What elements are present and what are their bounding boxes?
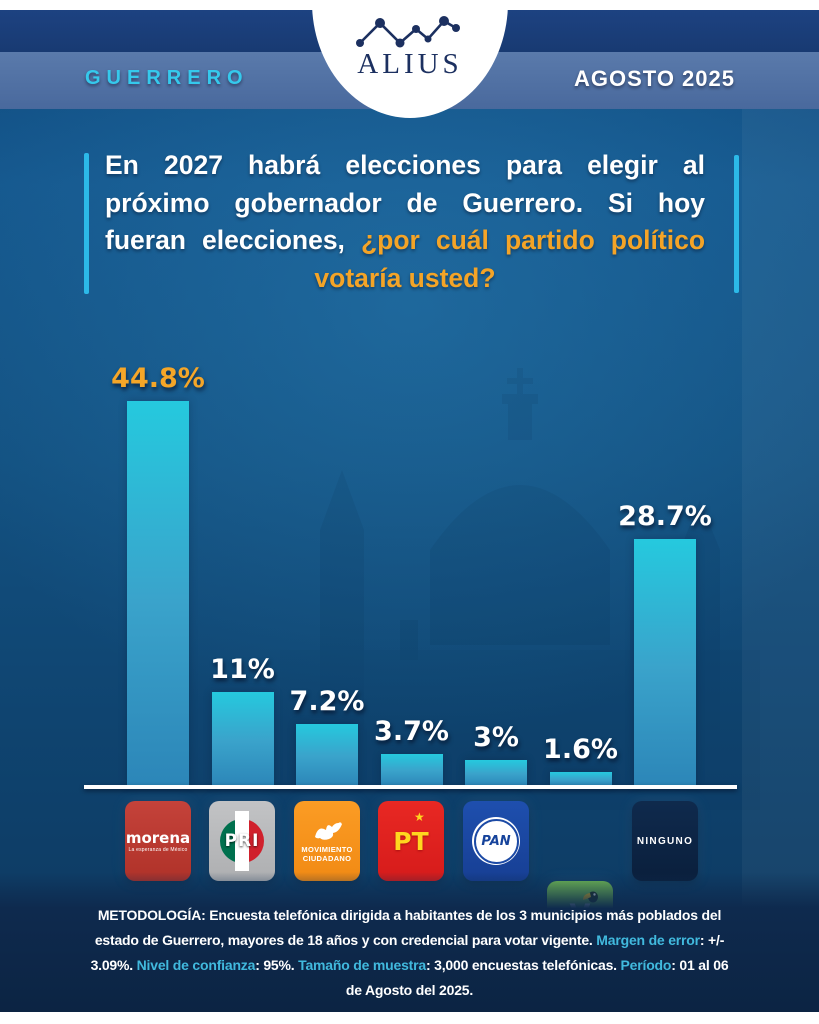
pan-logo-text: PAN: [481, 833, 511, 849]
brand-name: ALIUS: [357, 48, 463, 80]
pri-emblem-icon: PRI: [214, 811, 270, 871]
party-tile-morena: morena La esperanza de México: [125, 801, 191, 881]
bar-value-label-verde: 1.6%: [543, 734, 618, 765]
bar-verde: [549, 772, 612, 786]
methodology-panel: [0, 872, 819, 1012]
eagle-icon: [315, 822, 342, 840]
party-tile-pan: PAN: [463, 801, 529, 881]
bar-movimiento-ciudadano: [296, 724, 358, 786]
chart-baseline: [84, 785, 737, 789]
mc-logo-text-line2: CIUDADANO: [302, 853, 352, 863]
bar-morena: [127, 401, 189, 786]
bar-ninguno: [634, 539, 696, 786]
bar-pan: [465, 760, 527, 786]
party-tile-ninguno: NINGUNO: [632, 801, 698, 881]
bar-value-label-pt: 3.7%: [374, 716, 449, 747]
line-graph-icon: [356, 16, 460, 48]
state-label: GUERRERO: [85, 67, 249, 89]
pri-logo-text: PRI: [224, 831, 260, 851]
bar-value-label-pan: 3%: [473, 722, 519, 753]
bar-pri: [211, 692, 274, 786]
party-tile-pri: PRI: [209, 801, 275, 881]
mc-logo-text-line1: MOVIMIENTO: [301, 845, 353, 854]
party-tile-pt: ★ PT: [378, 801, 444, 881]
party-tile-movimiento-ciudadano: MOVIMIENTO CIUDADANO: [294, 801, 360, 881]
morena-logo-text: morena: [125, 828, 191, 847]
bottom-white-strip: [0, 1012, 819, 1024]
background-light-band: [742, 108, 819, 908]
question-text: En 2027 habrá elecciones para elegir al …: [105, 150, 706, 293]
bar-value-label-morena: 44.8%: [111, 363, 205, 394]
question-right-rule: [734, 155, 739, 293]
morena-tagline: La esperanza de México: [128, 846, 188, 853]
methodology-text: METODOLOGÍA: Encuesta telefónica dirigid…: [90, 907, 729, 998]
star-icon: ★: [414, 810, 425, 824]
bar-value-label-ninguno: 28.7%: [618, 501, 712, 532]
date-label: AGOSTO 2025: [574, 66, 735, 91]
pt-logo-text: PT: [393, 826, 429, 856]
question-left-rule: [84, 153, 89, 294]
bar-pt: [380, 754, 443, 786]
pan-emblem-icon: PAN: [472, 817, 520, 865]
bar-value-label-movimiento-ciudadano: 7.2%: [289, 686, 365, 717]
ninguno-logo-text: NINGUNO: [636, 835, 694, 847]
bar-value-label-pri: 11%: [210, 654, 275, 685]
